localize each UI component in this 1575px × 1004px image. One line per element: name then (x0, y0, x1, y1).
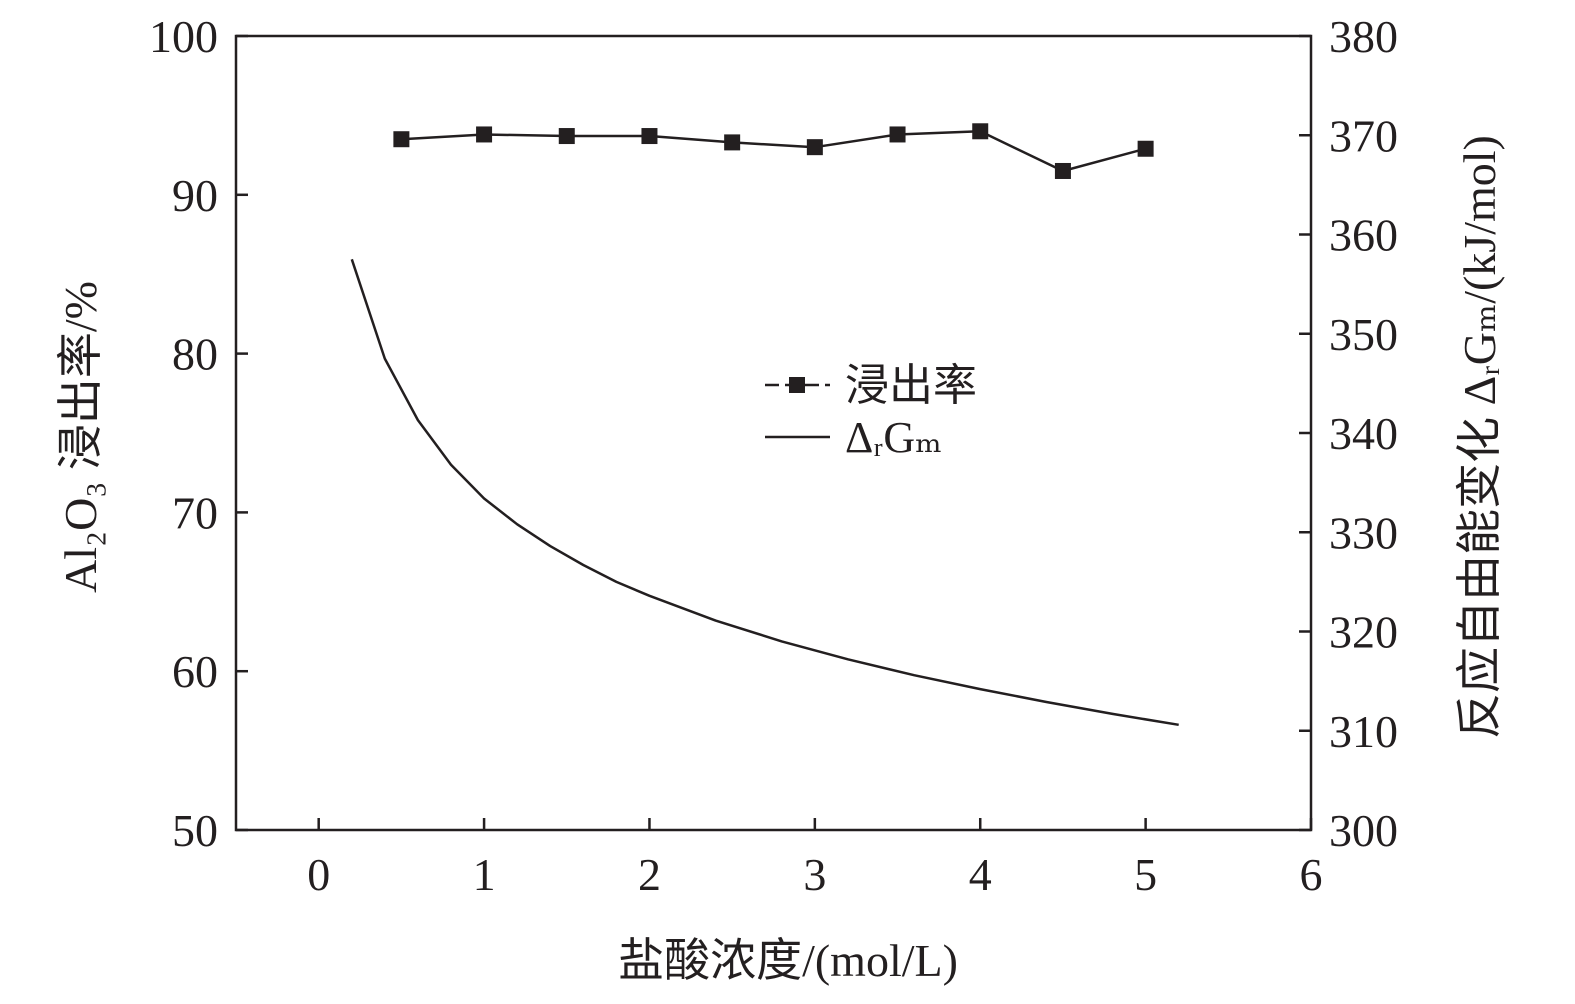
leaching-rate-point (806, 139, 823, 156)
right-y-axis-title: 反应自由能变化 ΔᵣGₘ/(kJ/mol) (1454, 135, 1505, 739)
leaching-rate-point (972, 123, 989, 140)
leaching-rate-point (1137, 140, 1154, 157)
x-tick-label: 4 (969, 849, 992, 900)
right-y-tick-label: 380 (1329, 11, 1398, 62)
leaching-rate-point (1054, 162, 1071, 179)
leaching-rate-point (558, 128, 575, 145)
right-y-tick-label: 310 (1329, 706, 1398, 757)
left-y-tick-label: 100 (149, 11, 218, 62)
left-y-tick-label: 70 (172, 487, 218, 538)
left-y-axis-ticks: 50 60 70 80 90 100 (149, 11, 248, 856)
legend-label-leaching: 浸出率 (845, 361, 977, 410)
gibbs-energy-line (350, 258, 1179, 727)
leaching-rate-point (641, 128, 658, 145)
x-tick-label: 3 (803, 849, 826, 900)
legend-label-gibbs: ΔᵣGₘ (845, 413, 942, 462)
leaching-rate-point (889, 126, 906, 143)
legend: 浸出率 ΔᵣGₘ (765, 361, 977, 462)
right-y-tick-label: 320 (1329, 607, 1398, 658)
left-y-tick-label: 80 (172, 329, 218, 380)
right-y-axis-ticks: 300 310 320 330 340 350 360 370 380 (1299, 11, 1398, 856)
leaching-rate-line (401, 130, 1146, 173)
right-y-tick-label: 330 (1329, 507, 1398, 558)
leaching-rate-point (393, 131, 410, 148)
left-y-axis-title: Al₂O₃ 浸出率/% (55, 281, 106, 593)
x-tick-label: 2 (638, 849, 661, 900)
x-tick-label: 5 (1134, 849, 1157, 900)
x-tick-label: 6 (1300, 849, 1323, 900)
right-y-tick-label: 300 (1329, 805, 1398, 856)
leaching-rate-point (724, 134, 741, 151)
right-y-tick-label: 340 (1329, 408, 1398, 459)
x-axis-title: 盐酸浓度/(mol/L) (618, 935, 958, 986)
legend-marker-leaching (789, 377, 805, 393)
left-y-tick-label: 50 (172, 805, 218, 856)
right-y-tick-label: 360 (1329, 210, 1398, 261)
x-tick-label: 1 (473, 849, 496, 900)
x-axis-ticks: 0 1 2 3 4 5 6 (307, 818, 1323, 900)
left-y-tick-label: 60 (172, 646, 218, 697)
left-y-tick-label: 90 (172, 170, 218, 221)
series-layer (350, 123, 1179, 727)
right-y-tick-label: 370 (1329, 110, 1398, 161)
x-tick-label: 0 (307, 849, 330, 900)
leaching-rate-point (476, 126, 493, 143)
right-y-tick-label: 350 (1329, 309, 1398, 360)
